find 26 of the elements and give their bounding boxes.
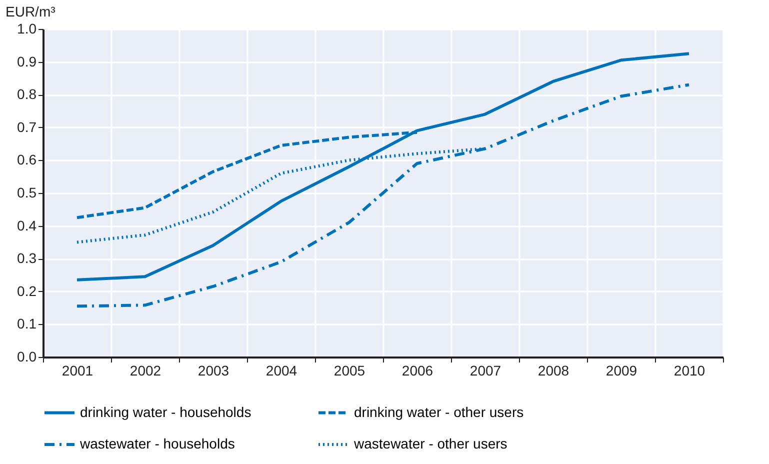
y-tick-label: 0.3 bbox=[17, 250, 37, 266]
y-axis-title: EUR/m³ bbox=[6, 4, 56, 20]
x-tick-label: 2006 bbox=[402, 362, 434, 378]
y-tick-label: 0.5 bbox=[17, 184, 37, 200]
x-tick-label: 2002 bbox=[130, 362, 162, 378]
x-tick-label: 2003 bbox=[198, 362, 230, 378]
y-tick-label: 0.0 bbox=[17, 348, 37, 364]
x-tick-label: 2005 bbox=[334, 362, 366, 378]
y-tick-label: 0.7 bbox=[17, 118, 37, 135]
x-tick-label: 2008 bbox=[538, 362, 570, 378]
x-tick-label: 2001 bbox=[62, 362, 94, 378]
x-tick-label: 2007 bbox=[470, 362, 502, 378]
y-tick-label: 0.9 bbox=[17, 53, 37, 70]
y-tick-label: 0.8 bbox=[17, 86, 37, 102]
legend-label: wastewater - other users bbox=[353, 436, 508, 452]
x-tick-label: 2010 bbox=[674, 362, 706, 378]
y-tick-label: 0.2 bbox=[17, 282, 37, 299]
y-tick-label: 0.4 bbox=[17, 217, 37, 234]
legend-label: drinking water - other users bbox=[354, 404, 524, 420]
legend-label: drinking water - households bbox=[80, 404, 252, 420]
x-tick-label: 2009 bbox=[606, 362, 638, 378]
y-tick-label: 1.0 bbox=[17, 20, 37, 36]
legend-label: wastewater - households bbox=[79, 436, 235, 452]
x-tick-label: 2004 bbox=[266, 362, 298, 378]
y-tick-label: 0.1 bbox=[17, 316, 37, 332]
y-tick-label: 0.6 bbox=[17, 152, 37, 168]
